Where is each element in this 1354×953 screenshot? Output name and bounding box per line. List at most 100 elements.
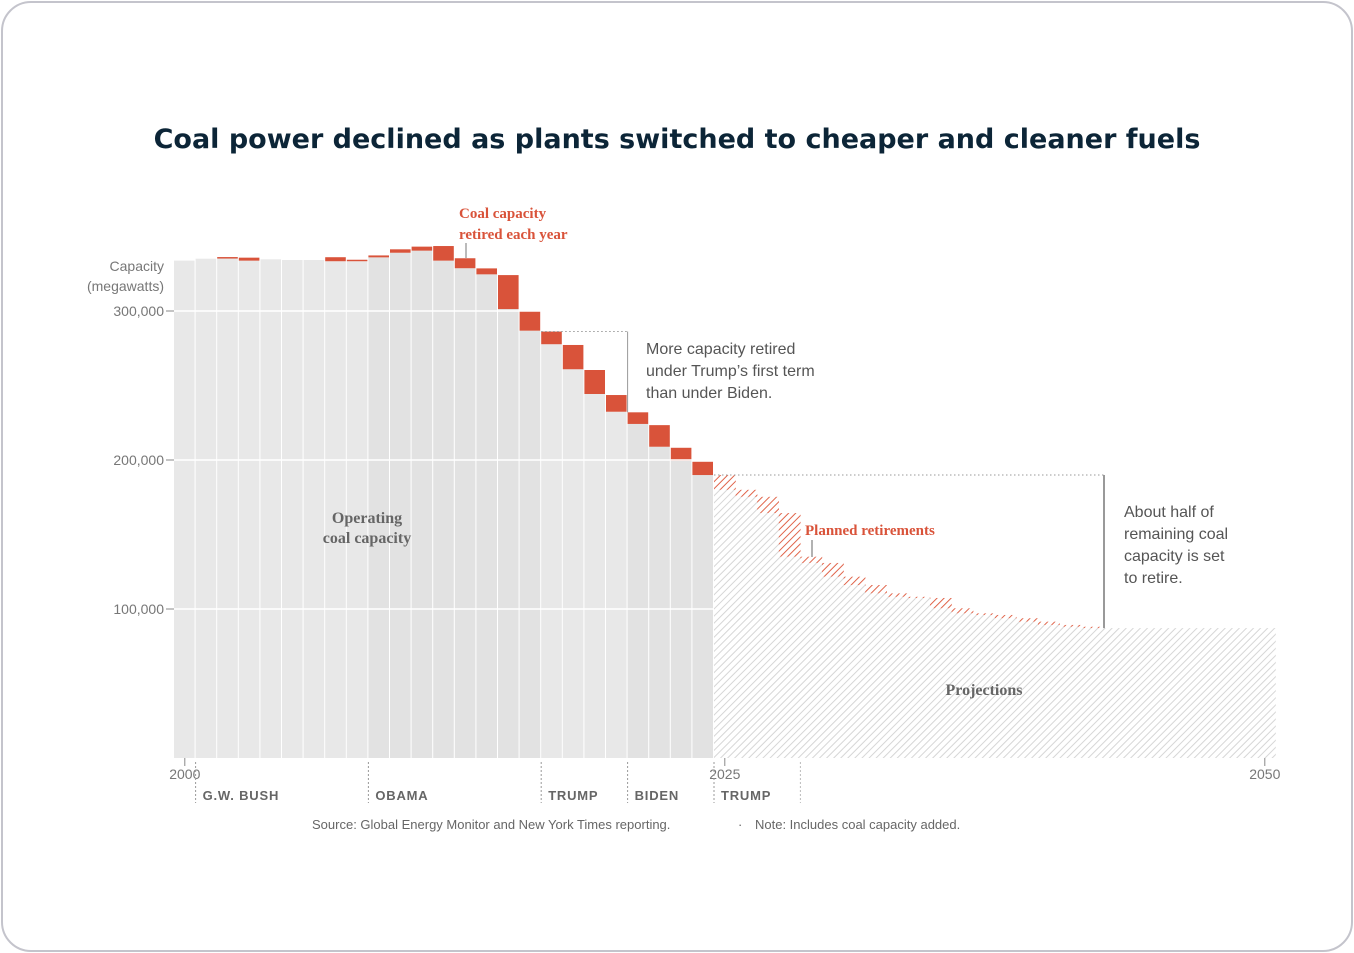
- retired-label: retired each year: [459, 227, 568, 243]
- x-tick-label: 2000: [169, 766, 200, 782]
- y-tick-label: 200,000: [113, 452, 164, 468]
- planned-retirement-bar-2042: [1081, 626, 1103, 629]
- projection-bar-2032: [865, 593, 887, 758]
- era-label: TRUMP: [548, 788, 598, 803]
- operating-label: Operating: [332, 510, 402, 527]
- operating-bar-2020: [606, 411, 627, 758]
- operating-bar-2009: [368, 257, 389, 758]
- planned-retirement-bar-2040: [1038, 621, 1060, 625]
- operating-bar-2019: [584, 393, 605, 758]
- era-label: BIDEN: [635, 788, 679, 803]
- operating-bar-2014: [476, 274, 497, 758]
- separator-dot: ·: [738, 817, 742, 832]
- projection-bar-2034: [908, 597, 931, 758]
- planned-retirement-bar-2031: [843, 576, 866, 586]
- projection-bar-2033: [886, 596, 909, 758]
- projection-bar-2039: [1016, 621, 1039, 758]
- half-retire-note: About half of: [1124, 504, 1214, 521]
- retired-bar-2002: [217, 257, 238, 259]
- chart-title: Coal power declined as plants switched t…: [154, 124, 1201, 155]
- projection-bar-2042: [1081, 628, 1103, 758]
- operating-bar-2008: [346, 261, 368, 758]
- operating-bar-2022: [649, 446, 670, 758]
- operating-label: coal capacity: [323, 530, 411, 547]
- planned-retirement-bar-2038: [994, 614, 1017, 619]
- projection-bar-2038: [994, 618, 1017, 758]
- retired-bar-2019: [584, 370, 605, 394]
- y-tick-label: 100,000: [113, 601, 164, 617]
- projection-bar-2026: [735, 496, 758, 758]
- operating-bar-2018: [562, 369, 584, 758]
- operating-bar-2002: [217, 258, 238, 758]
- retired-bar-2015: [498, 275, 519, 310]
- planned-retirement-bar-2034: [908, 596, 931, 598]
- operating-bar-2021: [627, 423, 649, 758]
- planned-retirement-bar-2027: [757, 496, 779, 514]
- retired-bar-2008: [346, 259, 368, 262]
- retired-bar-2023: [670, 447, 692, 461]
- planned-retirement-bar-2025: [714, 475, 736, 490]
- projection-bar-2027: [757, 513, 779, 758]
- operating-bar-2016: [519, 330, 541, 758]
- projection-bar-2030: [822, 576, 844, 758]
- era-label: OBAMA: [375, 788, 428, 803]
- retired-bar-2009: [368, 255, 389, 258]
- operating-bar-2006: [303, 260, 325, 758]
- trump-note: More capacity retired: [646, 341, 795, 358]
- retired-bar-2022: [649, 425, 670, 447]
- retired-bar-2003: [238, 257, 260, 261]
- planned-retirement-bar-2041: [1059, 624, 1082, 627]
- projection-bar-2041: [1059, 626, 1082, 758]
- operating-bar-2005: [282, 260, 303, 758]
- projection-bar-2050: [1254, 628, 1276, 758]
- projection-bar-2048: [1210, 628, 1233, 758]
- retired-bar-2016: [519, 310, 541, 331]
- projections-label: Projections: [945, 682, 1022, 699]
- projection-bar-2043: [1102, 628, 1125, 758]
- projection-bar-2046: [1167, 628, 1190, 758]
- projection-bar-2049: [1232, 628, 1255, 758]
- planned-retirement-bar-2032: [865, 585, 887, 594]
- projection-bar-2031: [843, 585, 866, 758]
- source-text: Source: Global Energy Monitor and New Yo…: [312, 817, 670, 832]
- retired-bar-2007: [325, 257, 346, 262]
- planned-retirement-bar-2033: [886, 593, 909, 597]
- y-axis-label: Capacity: [110, 258, 164, 274]
- operating-bar-2000: [174, 260, 195, 758]
- projection-bar-2036: [951, 613, 974, 758]
- retired-bar-2014: [476, 268, 497, 275]
- operating-bar-2013: [454, 268, 476, 758]
- half-retire-note: remaining coal: [1124, 526, 1228, 543]
- retired-label: Coal capacity: [459, 206, 547, 222]
- operating-bar-2015: [498, 309, 519, 758]
- projection-bar-2047: [1189, 628, 1211, 758]
- planned-retirement-bar-2035: [930, 597, 952, 609]
- retired-bar-2018: [562, 344, 584, 370]
- half-retire-note: to retire.: [1124, 570, 1183, 587]
- half-retire-note: capacity is set: [1124, 548, 1225, 565]
- operating-bar-2024: [692, 475, 713, 758]
- planned-retirement-bar-2030: [822, 562, 844, 577]
- projection-bar-2044: [1124, 628, 1147, 758]
- trump-note: than under Biden.: [646, 385, 772, 402]
- projection-bar-2040: [1038, 624, 1060, 758]
- retired-bar-2017: [541, 331, 562, 345]
- projection-bar-2045: [1146, 628, 1168, 758]
- retired-bar-2013: [454, 258, 476, 269]
- y-axis-label: (megawatts): [87, 278, 164, 294]
- operating-bar-2003: [238, 260, 260, 758]
- projection-bar-2029: [800, 562, 823, 758]
- x-tick-label: 2050: [1249, 766, 1280, 782]
- retired-bar-2011: [411, 246, 433, 251]
- operating-bar-2010: [390, 252, 411, 758]
- planned-retirement-bar-2037: [973, 613, 995, 615]
- retired-bar-2012: [433, 246, 454, 261]
- projection-bar-2028: [778, 556, 801, 758]
- era-label: TRUMP: [721, 788, 771, 803]
- operating-bar-2011: [411, 250, 433, 758]
- note-text: Note: Includes coal capacity added.: [755, 817, 960, 832]
- planned-retirement-bar-2039: [1016, 618, 1039, 622]
- retired-bar-2021: [627, 412, 649, 424]
- projection-bar-2025: [714, 489, 736, 758]
